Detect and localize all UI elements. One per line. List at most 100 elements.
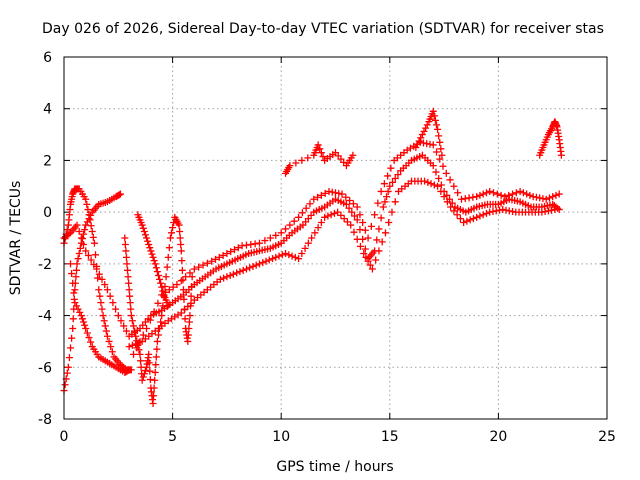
data-point	[233, 269, 241, 277]
data-point	[311, 229, 319, 237]
data-point	[275, 252, 283, 260]
data-point	[317, 149, 325, 157]
data-point	[519, 189, 527, 197]
data-point	[122, 247, 130, 255]
data-point	[188, 273, 196, 281]
data-point	[430, 112, 438, 120]
data-point	[85, 334, 93, 342]
data-point	[65, 354, 73, 362]
y-tick-label: -6	[38, 360, 52, 376]
data-point	[120, 322, 128, 330]
data-point	[432, 148, 440, 156]
data-point	[456, 215, 464, 223]
data-point	[106, 292, 114, 300]
data-point	[152, 361, 160, 369]
data-point	[298, 156, 306, 164]
data-point	[75, 228, 83, 236]
data-point	[153, 268, 161, 276]
data-point	[208, 257, 216, 265]
data-point	[73, 260, 81, 268]
data-point	[128, 317, 136, 325]
data-point	[348, 208, 356, 216]
data-point	[219, 251, 227, 259]
data-point	[386, 182, 394, 190]
data-point	[549, 193, 557, 201]
data-point	[122, 327, 130, 335]
data-point	[385, 218, 393, 226]
data-point	[466, 216, 474, 224]
data-point	[138, 221, 146, 229]
data-point	[317, 191, 325, 199]
data-point	[86, 216, 94, 224]
data-point	[71, 286, 79, 294]
data-point	[557, 151, 565, 159]
data-point	[69, 315, 77, 323]
data-point	[178, 257, 186, 265]
data-point	[321, 213, 329, 221]
data-point	[125, 279, 133, 287]
data-point	[265, 256, 273, 264]
data-point	[223, 250, 231, 258]
data-point	[177, 309, 185, 317]
series-main-trend	[60, 151, 563, 340]
data-point	[227, 248, 235, 256]
data-point	[186, 269, 194, 277]
data-point	[356, 211, 364, 219]
data-point	[180, 295, 188, 303]
data-point	[362, 253, 370, 261]
data-point	[435, 132, 443, 140]
data-point	[286, 221, 294, 229]
data-point	[371, 211, 379, 219]
data-point	[453, 211, 461, 219]
data-point	[69, 279, 77, 287]
data-point	[375, 247, 383, 255]
data-point	[179, 286, 187, 294]
data-point	[134, 341, 142, 349]
data-point	[314, 141, 322, 149]
data-point	[384, 172, 392, 180]
data-point	[493, 190, 501, 198]
data-point	[476, 191, 484, 199]
data-point	[95, 286, 103, 294]
data-point	[479, 190, 487, 198]
data-point	[151, 368, 159, 376]
data-point	[74, 305, 82, 313]
data-point	[314, 193, 322, 201]
data-point	[446, 176, 454, 184]
data-point	[314, 224, 322, 232]
data-point	[291, 253, 299, 261]
data-point	[63, 226, 71, 234]
data-point	[278, 251, 286, 259]
data-point	[482, 209, 490, 217]
data-point	[76, 244, 84, 252]
data-point	[154, 299, 162, 307]
data-point	[389, 178, 397, 186]
data-point	[199, 261, 207, 269]
data-point	[431, 116, 439, 124]
data-point	[122, 253, 130, 261]
data-point	[98, 305, 106, 313]
data-point	[239, 266, 247, 274]
data-point	[421, 177, 429, 185]
y-tick-label: 0	[43, 205, 52, 221]
data-point	[259, 259, 267, 267]
data-point	[226, 271, 234, 279]
data-point	[295, 213, 303, 221]
data-point	[88, 228, 96, 236]
data-point	[324, 212, 332, 220]
y-tick-label: 4	[43, 102, 52, 118]
data-point	[434, 182, 442, 190]
data-point	[321, 189, 329, 197]
data-point	[512, 189, 520, 197]
data-point	[83, 329, 91, 337]
data-point	[94, 274, 102, 282]
data-point	[139, 373, 147, 381]
series-late-spike	[536, 118, 565, 159]
data-point	[383, 193, 391, 201]
data-point	[178, 266, 186, 274]
data-point	[391, 198, 399, 206]
series-lower-band	[125, 177, 559, 351]
x-axis-label: GPS time / hours	[276, 459, 393, 475]
data-point	[100, 317, 108, 325]
data-point	[162, 273, 170, 281]
